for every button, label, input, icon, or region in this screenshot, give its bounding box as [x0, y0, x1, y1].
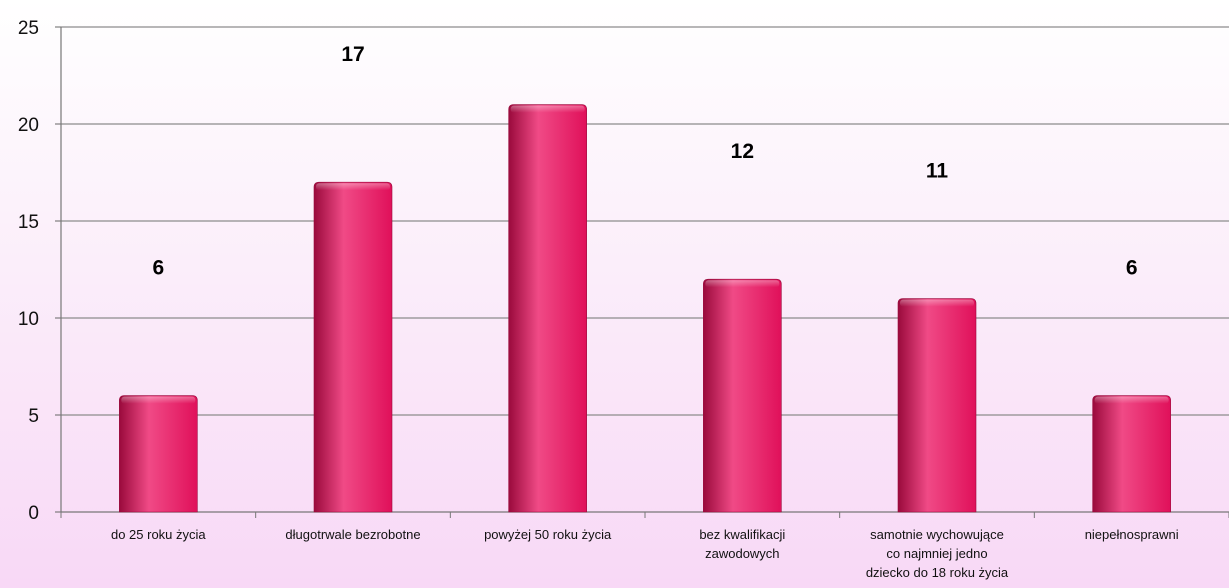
- y-tick-label: 5: [28, 406, 39, 427]
- data-label: 6: [1126, 257, 1138, 280]
- data-label: 6: [152, 257, 164, 280]
- y-tick-label: 20: [18, 115, 39, 136]
- bar-highlight: [510, 105, 585, 113]
- data-label: 12: [731, 140, 754, 163]
- bar: [313, 181, 393, 513]
- axes: 0 5 10 15 20 25: [18, 18, 1229, 524]
- bar-highlight: [316, 183, 390, 191]
- bar-highlight: [705, 280, 780, 288]
- labels: 6 do 25 roku życia 17 długotrwale bezrobotn…: [111, 43, 1179, 580]
- bar: [703, 278, 782, 513]
- bar: [897, 298, 977, 513]
- y-tick-label: 25: [18, 18, 39, 39]
- bar-highlight: [121, 396, 196, 404]
- y-tick-label: 10: [18, 309, 39, 330]
- bars: [119, 104, 1171, 513]
- bar-highlight: [1094, 396, 1169, 404]
- bar: [119, 395, 198, 513]
- gridlines: [61, 26, 1229, 416]
- bar-highlight: [900, 299, 974, 307]
- data-label: 17: [341, 43, 364, 66]
- x-category-label: bez kwalifikacji zawodowych: [699, 527, 785, 561]
- y-tick-label: 15: [18, 212, 39, 233]
- x-category-label: niepełnosprawni: [1085, 527, 1179, 542]
- bar: [1092, 395, 1171, 513]
- x-category-label: do 25 roku życia: [111, 527, 206, 542]
- x-category-label: długotrwale bezrobotne: [285, 527, 420, 542]
- x-category-label: powyżej 50 roku życia: [484, 527, 612, 542]
- x-category-label: samotnie wychowujące co najmniej jedno dzi…: [866, 527, 1009, 580]
- data-label: 11: [926, 160, 949, 183]
- y-tick-label: 0: [28, 503, 39, 524]
- bar: [508, 104, 587, 513]
